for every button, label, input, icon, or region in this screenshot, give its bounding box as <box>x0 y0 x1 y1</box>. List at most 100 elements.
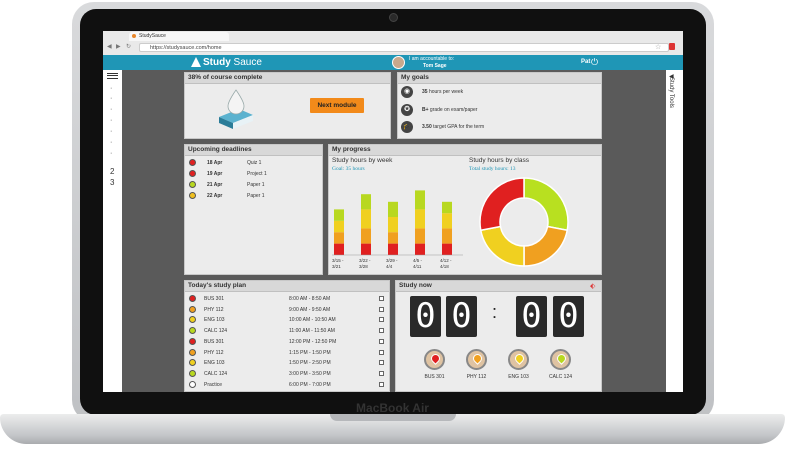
bar-segment <box>415 190 425 210</box>
address-bar[interactable]: https://studysauce.com/home <box>139 43 669 52</box>
bar-segment <box>361 209 371 229</box>
sidebar-dot[interactable]: · <box>110 117 113 124</box>
bar-segment <box>388 232 398 244</box>
plan-checkbox[interactable] <box>379 317 384 323</box>
bar-segment <box>361 243 371 255</box>
accountable-label: I am accountable to: <box>409 56 455 62</box>
forward-icon[interactable]: ▶ <box>116 44 121 50</box>
plan-class: CALC 124 <box>204 328 228 335</box>
bar-segment <box>415 243 425 255</box>
plan-class: PHY 112 <box>204 306 224 313</box>
expand-icon[interactable]: ⬖ <box>590 283 596 290</box>
plan-time: 11:00 AM - 11:50 AM <box>289 328 335 335</box>
status-dot <box>189 337 196 345</box>
plan-checkbox[interactable] <box>379 360 384 366</box>
plan-checkbox[interactable] <box>379 370 384 376</box>
plan-checkbox[interactable] <box>379 338 384 344</box>
logo[interactable]: Study Sauce <box>203 55 262 70</box>
sidebar-dot[interactable]: · <box>110 85 113 92</box>
sidebar-dot[interactable]: · <box>110 95 113 102</box>
status-dot <box>189 359 196 367</box>
study-now-panel: Study now ⬖ 0 0 : 0 0 BUS 301 PHY 112 ENG … <box>395 280 602 392</box>
bar-segment <box>361 228 371 244</box>
plan-class: ENG 103 <box>204 360 225 367</box>
reload-icon[interactable]: ↻ <box>126 44 132 50</box>
browser-tab[interactable]: StudySauce <box>129 32 229 41</box>
plan-class: Practice <box>204 381 223 388</box>
status-dot <box>189 295 196 302</box>
plan-time: 10:00 AM - 10:50 AM <box>289 317 336 324</box>
progress-panel: My progress Study hours by week Goal: 35… <box>328 144 602 275</box>
deadline-name[interactable]: Paper 1 <box>247 193 265 199</box>
plan-class: PHY 112 <box>204 349 224 356</box>
status-dot <box>189 348 196 356</box>
hamburger-icon[interactable] <box>107 71 118 79</box>
bar-segment <box>388 243 398 255</box>
map-pin-icon <box>471 352 484 365</box>
chevron-left-icon[interactable]: ◀ <box>669 74 674 80</box>
goal-label: Goal: 35 hours <box>332 166 365 172</box>
logo-bold: Study <box>203 57 231 68</box>
goal-item: 3.50 target GPA for the term <box>422 124 484 130</box>
plan-time: 1:15 PM - 1:50 PM <box>289 349 331 356</box>
tab-title: StudySauce <box>139 33 166 39</box>
goal-value: 3.50 <box>422 124 432 130</box>
goal-text: hours per week <box>427 89 464 95</box>
status-dot <box>189 170 196 177</box>
sidebar-dot[interactable]: · <box>110 106 113 113</box>
tick-label: 3/28 <box>359 264 368 269</box>
week-bar-chart: 3/15 -3/21 3/22 -3/28 3/29 -4/4 4/5 -4/11 4/… <box>332 190 463 269</box>
timer-digit: 0 <box>446 296 477 337</box>
deadline-name[interactable]: Paper 1 <box>247 182 265 188</box>
plan-checkbox[interactable] <box>379 328 384 334</box>
plan-checkbox[interactable] <box>379 296 384 301</box>
status-dot <box>189 316 196 324</box>
sidebar-dot[interactable]: · <box>110 139 113 146</box>
plan-time: 8:00 AM - 8:50 AM <box>289 296 331 302</box>
bar-segment <box>388 217 398 233</box>
sidebar-item-2[interactable]: 2 <box>110 167 115 176</box>
course-title: 38% of course complete <box>185 73 390 84</box>
screen: StudySauce ◀ ▶ ↻ https://studysauce.com/… <box>103 31 683 392</box>
browser-menu-icon[interactable] <box>669 43 675 50</box>
class-timer-button[interactable] <box>466 349 487 370</box>
sidebar-dot[interactable]: · <box>110 150 113 157</box>
avatar[interactable] <box>392 56 405 69</box>
power-icon[interactable]: ⏻ <box>591 57 599 67</box>
study-now-title: Study now <box>396 281 601 292</box>
next-module-button[interactable]: Next module <box>310 98 364 113</box>
bar-segment <box>334 232 344 244</box>
tick-label: 3/22 - <box>359 258 371 263</box>
back-icon[interactable]: ◀ <box>107 44 112 50</box>
class-donut-chart <box>479 177 569 267</box>
deadlines-panel: Upcoming deadlines 18 Apr Quiz 1 19 Apr Pro… <box>184 144 323 275</box>
class-button-label: ENG 103 <box>508 374 529 380</box>
graduation-cap-icon: 🎓 <box>401 121 413 133</box>
sidebar-dot[interactable]: · <box>110 128 113 135</box>
goal-value: B+ <box>422 107 429 113</box>
status-dot <box>189 327 196 335</box>
map-pin-icon <box>513 352 526 365</box>
donut-slice <box>523 225 569 267</box>
class-timer-button[interactable] <box>424 349 445 370</box>
user-name: Pat <box>581 59 591 65</box>
study-tools-tab[interactable]: Study Tools <box>668 77 674 108</box>
class-button-label: PHY 112 <box>466 374 487 380</box>
goals-panel: My goals ◉ 35 hours per week ✪ B+ grade … <box>397 72 602 139</box>
timer-colon: : <box>492 302 498 322</box>
browser-chrome: StudySauce ◀ ▶ ↻ https://studysauce.com/… <box>103 31 683 55</box>
plan-checkbox[interactable] <box>379 381 384 387</box>
deadline-name[interactable]: Project 1 <box>247 171 267 177</box>
bookmark-star-icon[interactable]: ☆ <box>655 44 662 51</box>
deadline-date: 22 Apr <box>207 193 223 199</box>
class-timer-button[interactable] <box>508 349 529 370</box>
class-button-label: CALC 124 <box>548 374 573 380</box>
sidebar-item-3[interactable]: 3 <box>110 178 115 187</box>
deadline-name[interactable]: Quiz 1 <box>247 160 262 166</box>
status-dot <box>189 380 196 388</box>
week-chart-title: Study hours by week <box>332 157 393 164</box>
class-timer-button[interactable] <box>550 349 571 370</box>
plan-checkbox[interactable] <box>379 349 384 355</box>
bar-segment <box>442 243 452 255</box>
plan-checkbox[interactable] <box>379 306 384 312</box>
